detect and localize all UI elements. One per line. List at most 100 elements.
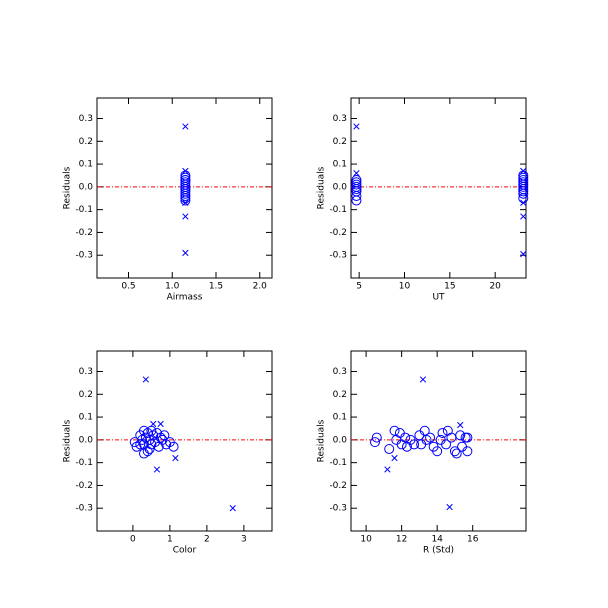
y-tick-label: 0.1 [79, 413, 93, 423]
y-axis-label: Residuals [317, 419, 327, 462]
point [457, 421, 464, 429]
point [182, 213, 189, 220]
point [371, 432, 382, 443]
x-tick-label: 1.5 [209, 282, 223, 292]
point [518, 188, 529, 199]
point [449, 446, 460, 457]
point [180, 195, 191, 206]
point [353, 123, 360, 130]
y-tick-label: -0.3 [329, 504, 347, 514]
y-tick-label: 0.3 [79, 114, 93, 124]
point [172, 454, 179, 462]
point [182, 167, 189, 175]
point [157, 420, 164, 428]
x-tick-label: 1.0 [165, 282, 180, 292]
y-tick-label: 0.0 [79, 182, 94, 192]
point [391, 454, 398, 462]
point [520, 250, 527, 258]
y-tick-label: 0.1 [333, 160, 347, 170]
y-tick-label: -0.1 [329, 458, 347, 468]
y-tick-label: 0.3 [333, 114, 347, 124]
point [351, 195, 362, 206]
point [351, 184, 362, 195]
x-tick-label: 16 [467, 535, 479, 545]
y-tick-label: 0.3 [333, 367, 347, 377]
point [400, 432, 411, 443]
x-tick-label: 20 [489, 282, 501, 292]
point [129, 437, 140, 448]
x-tick-label: 0.5 [121, 282, 135, 292]
point [520, 213, 527, 220]
panel: 0 1 2 3 -0.3 -0.2 -0.1 0.0 0.1 0.2 0.3 Color Residua… [63, 350, 273, 556]
y-tick-label: -0.1 [75, 205, 93, 215]
x-tick-label: 2 [204, 535, 210, 545]
y-tick-label: -0.3 [75, 251, 93, 261]
plot-frame [96, 97, 273, 279]
point [396, 439, 407, 450]
y-tick-label: -0.2 [329, 481, 347, 491]
point [182, 249, 189, 257]
point [409, 439, 420, 450]
point [457, 441, 468, 452]
point [229, 505, 236, 512]
point [520, 199, 527, 206]
y-tick-label: -0.3 [75, 504, 93, 514]
x-tick-label: 5 [356, 282, 362, 292]
panel: 0.5 1.0 1.5 2.0 -0.3 -0.2 -0.1 0.0 0.1 0.2 0.3 Airm… [63, 97, 273, 303]
y-tick-label: 0.0 [333, 435, 348, 445]
y-tick-label: 0.2 [79, 137, 93, 147]
point [353, 170, 360, 177]
point [425, 432, 436, 443]
point [455, 430, 466, 441]
point [446, 432, 457, 443]
point [351, 179, 362, 190]
point [446, 503, 453, 511]
point [180, 188, 191, 199]
point [182, 199, 189, 206]
point [182, 123, 189, 130]
y-axis-label: Residuals [63, 419, 73, 462]
x-tick-label: 2.0 [253, 282, 268, 292]
x-axis-label: UT [432, 293, 445, 303]
x-tick-label: 12 [396, 535, 407, 545]
y-tick-label: 0.2 [333, 390, 347, 400]
point [384, 443, 395, 454]
y-tick-label: 0.2 [333, 137, 347, 147]
plot-frame [350, 97, 527, 279]
y-tick-label: 0.0 [79, 435, 94, 445]
y-tick-label: -0.2 [75, 481, 93, 491]
plot-frame [96, 350, 273, 532]
point [437, 428, 448, 439]
y-axis-label: Residuals [63, 166, 73, 209]
x-axis-label: R (Std) [423, 546, 454, 556]
x-tick-label: 15 [444, 282, 455, 292]
point [168, 441, 179, 452]
plot-frame [350, 350, 527, 532]
point [518, 181, 529, 192]
point [520, 167, 527, 175]
y-tick-label: 0.2 [79, 390, 93, 400]
point [441, 439, 452, 450]
y-tick-label: 0.3 [79, 367, 93, 377]
point [462, 446, 473, 457]
point [419, 376, 427, 383]
x-tick-label: 1 [167, 535, 173, 545]
point [180, 184, 191, 195]
x-tick-label: 10 [399, 282, 411, 292]
x-tick-label: 3 [241, 535, 247, 545]
point [442, 425, 453, 436]
point [394, 428, 405, 439]
point [462, 432, 473, 443]
point [389, 425, 400, 436]
y-tick-label: -0.2 [329, 228, 347, 238]
point [142, 376, 149, 383]
point [351, 190, 362, 201]
y-tick-label: 0.1 [333, 413, 347, 423]
y-tick-label: -0.1 [75, 458, 93, 468]
y-tick-label: -0.2 [75, 228, 93, 238]
x-tick-label: 10 [360, 535, 372, 545]
point [150, 420, 157, 428]
x-axis-label: Color [173, 546, 197, 556]
point [369, 437, 380, 448]
